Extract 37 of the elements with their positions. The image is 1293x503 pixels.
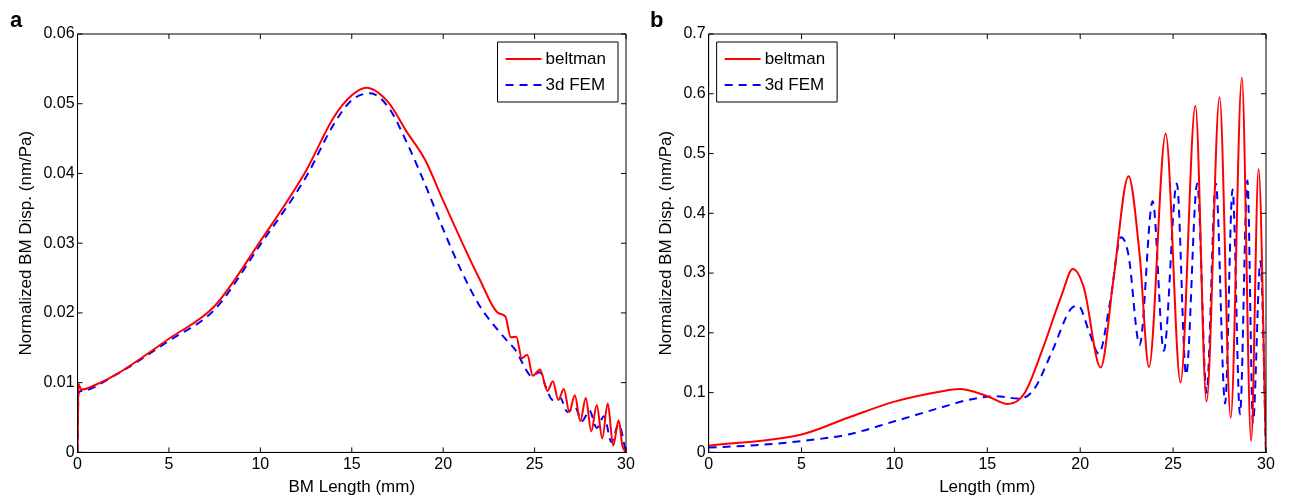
y-tick-label: 0.5 bbox=[683, 143, 706, 161]
x-tick-label: 30 bbox=[617, 455, 635, 473]
x-tick-label: 10 bbox=[251, 455, 270, 473]
chart-title: a bbox=[10, 7, 23, 33]
y-tick-label: 0.04 bbox=[43, 163, 75, 181]
y-tick-label: 0.2 bbox=[683, 323, 706, 341]
y-axis-title: Normalized BM Disp. (nm/Pa) bbox=[15, 130, 35, 356]
y-tick-label: 0.4 bbox=[683, 203, 706, 221]
x-tick-label: 15 bbox=[342, 455, 361, 473]
legend-label: 3d FEM bbox=[764, 74, 825, 94]
y-tick-label: 0.02 bbox=[43, 303, 75, 321]
x-tick-label: 5 bbox=[797, 455, 807, 473]
y-tick-label: 0.7 bbox=[683, 24, 706, 42]
y-tick-label: 0.05 bbox=[43, 94, 75, 112]
y-tick-label: 0.06 bbox=[43, 24, 75, 42]
legend-label: 3d FEM bbox=[545, 74, 606, 94]
legend-label: beltman bbox=[764, 48, 826, 68]
x-tick-label: 20 bbox=[434, 455, 453, 473]
chart-title: b bbox=[650, 7, 664, 33]
y-axis-title: Normalized BM Disp. (nm/Pa) bbox=[655, 130, 675, 356]
legend-label: beltman bbox=[545, 48, 606, 68]
y-tick-label: 0 bbox=[65, 442, 75, 460]
y-tick-label: 0.01 bbox=[43, 373, 75, 391]
x-tick-label: 25 bbox=[1164, 455, 1183, 473]
x-tick-label: 10 bbox=[885, 455, 904, 473]
y-tick-label: 0.03 bbox=[43, 233, 75, 251]
x-tick-label: 20 bbox=[1071, 455, 1090, 473]
x-tick-label: 15 bbox=[978, 455, 997, 473]
y-tick-label: 0.3 bbox=[683, 263, 706, 281]
y-tick-label: 0.6 bbox=[683, 84, 706, 102]
y-tick-label: 0 bbox=[696, 442, 706, 460]
x-axis-title: Length (mm) bbox=[939, 477, 1036, 497]
y-tick-label: 0.1 bbox=[683, 383, 706, 401]
x-axis-title: BM Length (mm) bbox=[288, 477, 416, 497]
x-tick-label: 5 bbox=[164, 455, 174, 473]
x-tick-label: 30 bbox=[1257, 455, 1275, 473]
x-tick-label: 25 bbox=[525, 455, 544, 473]
